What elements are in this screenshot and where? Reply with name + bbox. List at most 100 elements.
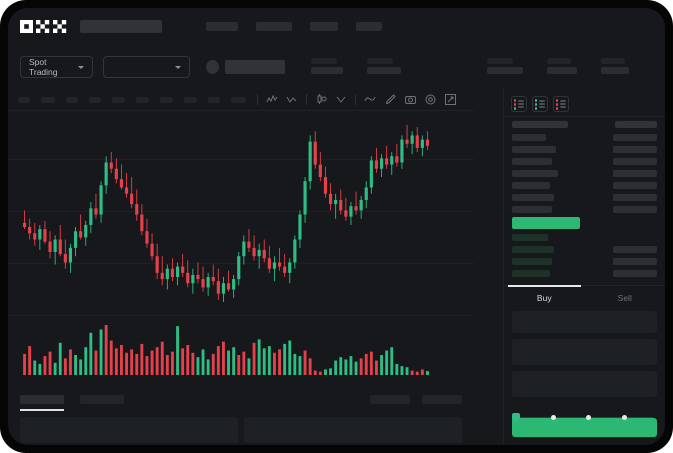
orderbook-price [512, 205, 552, 213]
footer-panel-0[interactable] [20, 417, 238, 443]
nav-item-2[interactable] [256, 22, 292, 31]
nav-item-4[interactable] [356, 22, 382, 31]
okx-logo[interactable] [20, 20, 68, 33]
pair-selector[interactable] [103, 56, 191, 78]
stat-value [311, 66, 344, 74]
candlestick-series [22, 125, 430, 302]
volume-histogram [23, 325, 429, 375]
gridline [8, 211, 474, 212]
timeframe-5[interactable] [135, 96, 150, 103]
orderbook-amount [613, 133, 657, 141]
market-mode-selector[interactable]: Spot Trading [20, 56, 94, 78]
orderbook-last-price [512, 215, 657, 231]
tab-open-orders[interactable] [20, 394, 64, 411]
timeframe-6[interactable] [160, 96, 173, 103]
market-stat-1 [367, 57, 402, 77]
settings-gear-icon[interactable] [424, 93, 437, 106]
tab-order-history[interactable] [80, 394, 124, 404]
orderbook-amount [613, 169, 657, 177]
compare-icon[interactable] [286, 93, 299, 106]
drawing-pencil-icon[interactable] [384, 93, 397, 106]
price-chart[interactable] [8, 111, 474, 386]
nav-item-3[interactable] [310, 22, 338, 31]
orders-tabbar [8, 386, 474, 412]
timeframe-9[interactable] [231, 96, 247, 103]
orderbook-amount [613, 257, 657, 265]
stat-value [487, 66, 524, 74]
slider-handle[interactable] [512, 413, 520, 421]
pair-coin-icon [206, 60, 220, 74]
orderbook-bid-row[interactable] [512, 267, 657, 279]
toolbar-divider [306, 94, 308, 105]
timeframe-8[interactable] [207, 96, 221, 103]
stat-value [601, 66, 630, 74]
orderbook-asks-icon[interactable] [553, 96, 569, 112]
indicator-icon[interactable] [266, 93, 279, 106]
timeframe-2[interactable] [65, 96, 78, 103]
orderbook-price [512, 257, 552, 265]
orderbook-ask-row[interactable] [512, 167, 657, 179]
tab-sell[interactable]: Sell [617, 293, 632, 303]
orderbook-bids-icon[interactable] [532, 96, 548, 112]
line-chart-icon[interactable] [364, 93, 377, 106]
timeframe-7[interactable] [183, 96, 197, 103]
slider-stop-25[interactable] [550, 414, 556, 420]
timeframe-0[interactable] [18, 96, 30, 103]
footer-panels [8, 417, 474, 445]
slider-stop-50[interactable] [586, 414, 591, 420]
orderbook-ask-row[interactable] [512, 179, 657, 191]
orderbook-rows[interactable] [504, 131, 665, 279]
orderbook-ask-row[interactable] [512, 155, 657, 167]
stat-value [367, 66, 402, 74]
orderbook-mode-switcher [504, 89, 665, 116]
orderbook-ask-row[interactable] [512, 203, 657, 215]
orderbook-price [512, 245, 554, 253]
orders-action-0[interactable] [370, 394, 410, 404]
orderbook-amount [613, 145, 657, 153]
fullscreen-icon[interactable] [444, 93, 457, 106]
timeframe-4[interactable] [112, 96, 125, 103]
orderbook-ask-row[interactable] [512, 131, 657, 143]
gridline [8, 263, 474, 264]
order-field-total[interactable] [512, 371, 657, 397]
orderbook-bid-row[interactable] [512, 243, 657, 255]
app-screen: Spot Trading [8, 8, 665, 445]
orderbook-price [512, 133, 546, 141]
orderbook-trade-column: Buy Sell [503, 89, 665, 445]
search-input[interactable] [80, 20, 162, 33]
chart-toolbar [8, 89, 474, 111]
orders-action-1[interactable] [422, 394, 462, 404]
timeframe-3[interactable] [88, 96, 102, 103]
order-field-amount[interactable] [512, 339, 657, 365]
market-subheader: Spot Trading [8, 45, 665, 89]
toolbar-divider [355, 94, 356, 105]
camera-icon[interactable] [404, 93, 417, 106]
chart-style-icon[interactable] [335, 93, 348, 106]
market-stat-0 [311, 57, 344, 77]
tab-buy[interactable]: Buy [504, 285, 585, 310]
chart-type-icon[interactable] [315, 93, 328, 106]
orderbook-amount [613, 269, 657, 277]
orderbook-price [512, 145, 556, 153]
orderbook-ask-row[interactable] [512, 191, 657, 203]
orderbook-amount [613, 181, 657, 189]
nav-item-1[interactable] [206, 22, 238, 31]
market-stat-3 [487, 57, 524, 77]
last-price-value [512, 217, 580, 229]
slider-stop-75[interactable] [621, 414, 627, 420]
pair-name [225, 60, 286, 74]
amount-percent-slider[interactable] [512, 411, 657, 423]
submit-buy-button[interactable] [512, 418, 657, 437]
footer-panel-1[interactable] [244, 417, 462, 443]
orderbook-amount [613, 205, 657, 213]
orderbook-bid-row[interactable] [512, 231, 657, 243]
market-stat-5 [601, 57, 630, 77]
timeframe-1[interactable] [40, 96, 55, 103]
orderbook-col-price [512, 121, 568, 128]
order-field-price[interactable] [512, 311, 657, 333]
orderbook-ask-row[interactable] [512, 143, 657, 155]
orderbook-both-icon[interactable] [511, 96, 527, 112]
chevron-down-icon [175, 65, 182, 69]
orderbook-price [512, 269, 550, 277]
orderbook-bid-row[interactable] [512, 255, 657, 267]
